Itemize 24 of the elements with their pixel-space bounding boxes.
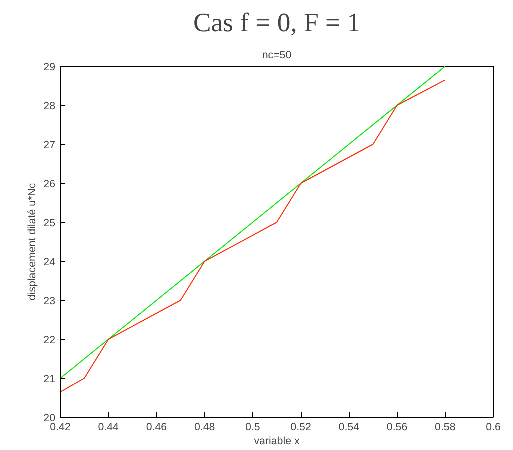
y-tick-label: 26	[44, 178, 56, 190]
y-tick-label: 22	[44, 334, 56, 346]
x-tick-label: 0.48	[194, 422, 216, 434]
y-tick-label: 21	[44, 374, 56, 386]
x-tick-label: 0.44	[98, 422, 120, 434]
y-tick-label: 27	[44, 140, 56, 152]
x-tick-label: 0.5	[246, 422, 260, 434]
y-tick-label: 23	[44, 296, 56, 308]
x-tick-label: 0.58	[435, 422, 456, 434]
x-tick-label: 0.56	[386, 422, 408, 434]
y-tick-label: 20	[44, 412, 56, 424]
chart-title: Cas f = 0, F = 1	[193, 8, 361, 38]
x-axis-title: variable x	[254, 436, 300, 448]
x-tick-label: 0.42	[50, 422, 71, 434]
y-tick-label: 28	[44, 100, 56, 112]
y-tick-label: 24	[44, 256, 56, 268]
x-tick-label: 0.46	[146, 422, 168, 434]
y-tick-label: 25	[44, 218, 56, 230]
y-axis-title: displacement dilaté u*Nc	[26, 182, 39, 301]
y-tick-label: 29	[44, 62, 56, 74]
chart-subtitle: nc=50	[262, 50, 292, 62]
x-tick-label: 0.52	[290, 422, 312, 434]
x-tick-label: 0.54	[338, 422, 360, 434]
x-tick-label: 0.6	[486, 422, 501, 434]
